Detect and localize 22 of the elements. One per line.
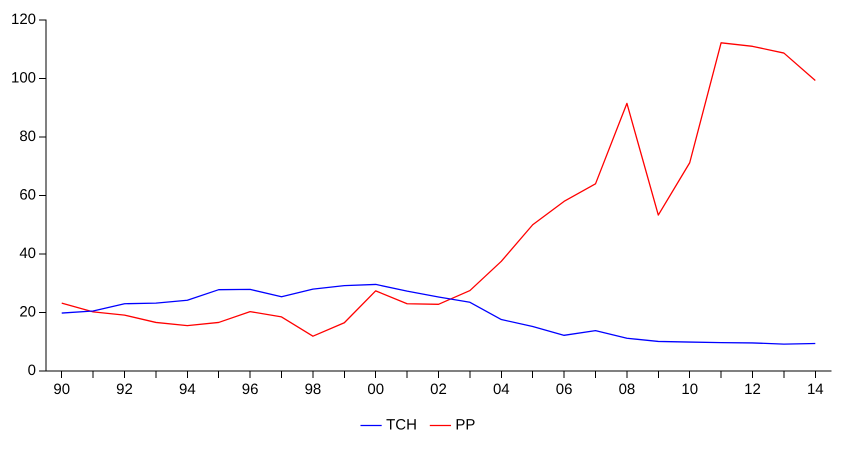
x-tick-label: 98 — [304, 381, 322, 398]
x-tick-label: 12 — [744, 381, 761, 398]
y-tick-label: 40 — [19, 245, 36, 262]
x-tick-label: 04 — [492, 381, 510, 398]
x-tick-label: 00 — [367, 381, 384, 398]
legend-label: TCH — [386, 416, 417, 434]
legend-label: PP — [455, 416, 476, 434]
x-tick-label: 06 — [556, 381, 572, 398]
x-tick-label: 08 — [618, 381, 636, 398]
y-tick-label: 80 — [19, 128, 36, 146]
x-tick-label: 14 — [806, 381, 824, 398]
x-tick-label: 02 — [430, 381, 447, 398]
y-tick-label: 120 — [10, 11, 36, 28]
y-tick-label: 0 — [28, 362, 36, 380]
x-tick-label: 92 — [116, 381, 133, 398]
x-tick-label: 10 — [681, 381, 698, 398]
y-tick-label: 20 — [19, 304, 36, 321]
x-tick-label: 96 — [242, 381, 258, 398]
x-tick-label: 94 — [178, 381, 196, 398]
y-tick-label: 100 — [10, 70, 36, 87]
y-tick-label: 60 — [19, 186, 36, 204]
x-tick-label: 90 — [53, 381, 70, 398]
